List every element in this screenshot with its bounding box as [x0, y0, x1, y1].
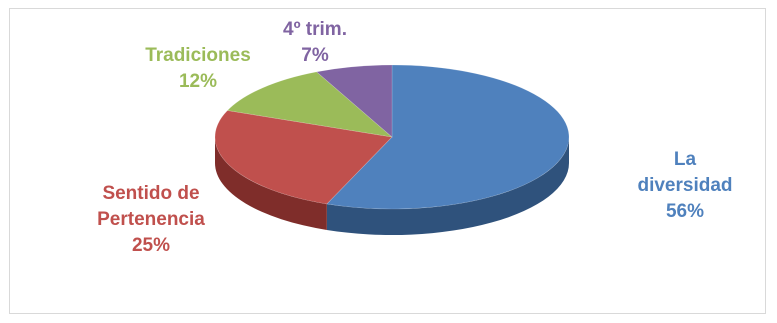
label-4-trim: 4º trim. 7%	[265, 17, 365, 69]
label-4-trim-percent: 7%	[301, 45, 329, 66]
label-sentido-de-pertenencia: Sentido de Pertenencia 25%	[76, 181, 226, 259]
label-sentido-percent: 25%	[131, 235, 171, 256]
label-4-trim-line-1: 4º trim.	[283, 19, 347, 40]
label-tradiciones: Tradiciones 12%	[128, 43, 268, 95]
label-tradiciones-percent: 12%	[178, 71, 218, 92]
label-la-diversidad-line-2: diversidad	[637, 175, 733, 196]
label-la-diversidad-percent: 56%	[665, 201, 705, 222]
pie-slice-0	[326, 64, 570, 210]
label-sentido-line-1: Sentido de	[102, 183, 200, 204]
pie-slice-3	[315, 64, 393, 138]
pie-slice-2	[226, 71, 393, 138]
label-la-diversidad-line-1: La	[673, 149, 697, 170]
pie-side-1	[215, 137, 327, 230]
label-la-diversidad: La diversidad 56%	[610, 147, 760, 225]
pie-top-faces	[214, 64, 570, 210]
pie-slice-1	[214, 110, 393, 205]
chart-area: La diversidad 56% Sentido de Pertenencia…	[9, 8, 766, 314]
pie-side-walls	[215, 137, 569, 235]
pie-side-0	[326, 137, 569, 235]
label-tradiciones-line-1: Tradiciones	[145, 45, 251, 66]
pie-chart	[214, 64, 570, 235]
label-sentido-line-2: Pertenencia	[97, 209, 205, 230]
